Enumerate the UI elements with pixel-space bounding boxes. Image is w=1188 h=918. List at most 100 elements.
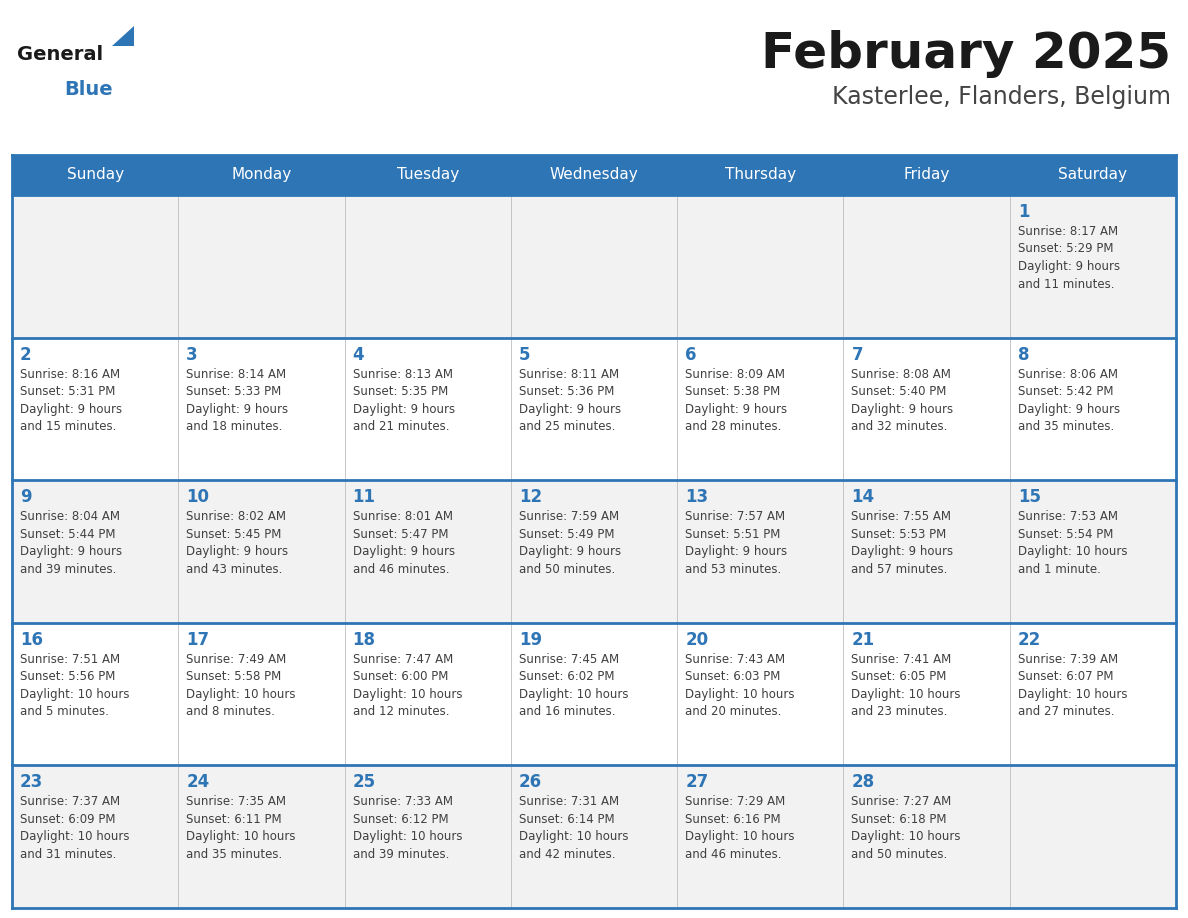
Text: Sunrise: 7:33 AM: Sunrise: 7:33 AM [353, 795, 453, 809]
Bar [511, 480, 677, 622]
Text: 18: 18 [353, 631, 375, 649]
Text: 7: 7 [852, 345, 862, 364]
Text: and 23 minutes.: and 23 minutes. [852, 705, 948, 718]
Text: Sunset: 5:45 PM: Sunset: 5:45 PM [187, 528, 282, 541]
Text: 12: 12 [519, 488, 542, 506]
Bar [511, 155, 677, 195]
Text: 13: 13 [685, 488, 708, 506]
Bar [1010, 766, 1176, 908]
Text: Sunrise: 8:06 AM: Sunrise: 8:06 AM [1018, 367, 1118, 381]
Text: Daylight: 10 hours: Daylight: 10 hours [20, 688, 129, 700]
Text: and 39 minutes.: and 39 minutes. [20, 563, 116, 576]
Bar [677, 155, 843, 195]
Text: Blue: Blue [64, 80, 113, 99]
Text: 21: 21 [852, 631, 874, 649]
Text: Daylight: 10 hours: Daylight: 10 hours [685, 688, 795, 700]
Text: Daylight: 10 hours: Daylight: 10 hours [187, 688, 296, 700]
Text: Sunrise: 8:16 AM: Sunrise: 8:16 AM [20, 367, 120, 381]
Bar [843, 195, 1010, 338]
Text: Daylight: 10 hours: Daylight: 10 hours [353, 831, 462, 844]
Text: and 53 minutes.: and 53 minutes. [685, 563, 782, 576]
Bar [677, 195, 843, 338]
Text: Daylight: 9 hours: Daylight: 9 hours [852, 403, 954, 416]
Text: Daylight: 9 hours: Daylight: 9 hours [519, 545, 621, 558]
Text: and 12 minutes.: and 12 minutes. [353, 705, 449, 718]
Text: Sunset: 6:05 PM: Sunset: 6:05 PM [852, 670, 947, 683]
Text: and 46 minutes.: and 46 minutes. [685, 848, 782, 861]
Bar [843, 480, 1010, 622]
Text: and 57 minutes.: and 57 minutes. [852, 563, 948, 576]
Text: Daylight: 9 hours: Daylight: 9 hours [353, 545, 455, 558]
Bar [1010, 480, 1176, 622]
Text: Sunset: 5:44 PM: Sunset: 5:44 PM [20, 528, 115, 541]
Text: Sunrise: 8:02 AM: Sunrise: 8:02 AM [187, 510, 286, 523]
Text: Sunrise: 8:17 AM: Sunrise: 8:17 AM [1018, 225, 1118, 238]
Text: 11: 11 [353, 488, 375, 506]
Text: Sunrise: 7:43 AM: Sunrise: 7:43 AM [685, 653, 785, 666]
Text: 10: 10 [187, 488, 209, 506]
Text: Sunset: 5:36 PM: Sunset: 5:36 PM [519, 385, 614, 398]
Bar [1010, 338, 1176, 480]
Text: Sunset: 6:09 PM: Sunset: 6:09 PM [20, 813, 115, 826]
Text: Sunset: 6:16 PM: Sunset: 6:16 PM [685, 813, 781, 826]
Text: 24: 24 [187, 773, 209, 791]
Bar [178, 766, 345, 908]
Text: Sunrise: 7:47 AM: Sunrise: 7:47 AM [353, 653, 453, 666]
Text: and 42 minutes.: and 42 minutes. [519, 848, 615, 861]
Text: Daylight: 9 hours: Daylight: 9 hours [20, 545, 122, 558]
Text: Daylight: 10 hours: Daylight: 10 hours [1018, 688, 1127, 700]
Text: 25: 25 [353, 773, 375, 791]
Text: Sunday: Sunday [67, 167, 124, 183]
Text: Daylight: 9 hours: Daylight: 9 hours [1018, 260, 1120, 273]
Text: 19: 19 [519, 631, 542, 649]
Text: Sunrise: 7:53 AM: Sunrise: 7:53 AM [1018, 510, 1118, 523]
Text: Sunset: 6:18 PM: Sunset: 6:18 PM [852, 813, 947, 826]
Text: and 16 minutes.: and 16 minutes. [519, 705, 615, 718]
Bar [178, 155, 345, 195]
Text: Sunrise: 7:39 AM: Sunrise: 7:39 AM [1018, 653, 1118, 666]
Text: Daylight: 9 hours: Daylight: 9 hours [1018, 403, 1120, 416]
Text: Sunrise: 7:41 AM: Sunrise: 7:41 AM [852, 653, 952, 666]
Bar [511, 766, 677, 908]
Text: Sunrise: 8:08 AM: Sunrise: 8:08 AM [852, 367, 952, 381]
Text: 15: 15 [1018, 488, 1041, 506]
Text: and 32 minutes.: and 32 minutes. [852, 420, 948, 433]
Text: Sunset: 5:58 PM: Sunset: 5:58 PM [187, 670, 282, 683]
Bar [345, 480, 511, 622]
Bar [511, 195, 677, 338]
Text: Sunset: 6:14 PM: Sunset: 6:14 PM [519, 813, 614, 826]
Text: and 43 minutes.: and 43 minutes. [187, 563, 283, 576]
Text: Sunrise: 7:31 AM: Sunrise: 7:31 AM [519, 795, 619, 809]
Text: Daylight: 9 hours: Daylight: 9 hours [187, 403, 289, 416]
Bar [345, 195, 511, 338]
Text: Sunrise: 7:49 AM: Sunrise: 7:49 AM [187, 653, 286, 666]
Bar [1010, 622, 1176, 766]
Text: Daylight: 10 hours: Daylight: 10 hours [685, 831, 795, 844]
Text: Daylight: 9 hours: Daylight: 9 hours [20, 403, 122, 416]
Text: Daylight: 9 hours: Daylight: 9 hours [685, 545, 788, 558]
Bar [12, 338, 178, 480]
Text: Daylight: 10 hours: Daylight: 10 hours [187, 831, 296, 844]
Text: Sunrise: 8:09 AM: Sunrise: 8:09 AM [685, 367, 785, 381]
Bar [12, 195, 178, 338]
Text: 14: 14 [852, 488, 874, 506]
Text: and 8 minutes.: and 8 minutes. [187, 705, 276, 718]
Text: and 27 minutes.: and 27 minutes. [1018, 705, 1114, 718]
Text: Sunset: 5:35 PM: Sunset: 5:35 PM [353, 385, 448, 398]
Text: 20: 20 [685, 631, 708, 649]
Text: Sunset: 5:51 PM: Sunset: 5:51 PM [685, 528, 781, 541]
Text: Sunset: 6:02 PM: Sunset: 6:02 PM [519, 670, 614, 683]
Text: and 5 minutes.: and 5 minutes. [20, 705, 109, 718]
Bar [12, 155, 178, 195]
Text: and 15 minutes.: and 15 minutes. [20, 420, 116, 433]
Text: and 28 minutes.: and 28 minutes. [685, 420, 782, 433]
Bar [843, 338, 1010, 480]
Text: and 1 minute.: and 1 minute. [1018, 563, 1100, 576]
Text: and 11 minutes.: and 11 minutes. [1018, 277, 1114, 290]
Text: Monday: Monday [232, 167, 291, 183]
Bar [12, 622, 178, 766]
Bar [677, 622, 843, 766]
Text: Sunset: 5:40 PM: Sunset: 5:40 PM [852, 385, 947, 398]
Bar [345, 622, 511, 766]
Text: Sunset: 5:31 PM: Sunset: 5:31 PM [20, 385, 115, 398]
